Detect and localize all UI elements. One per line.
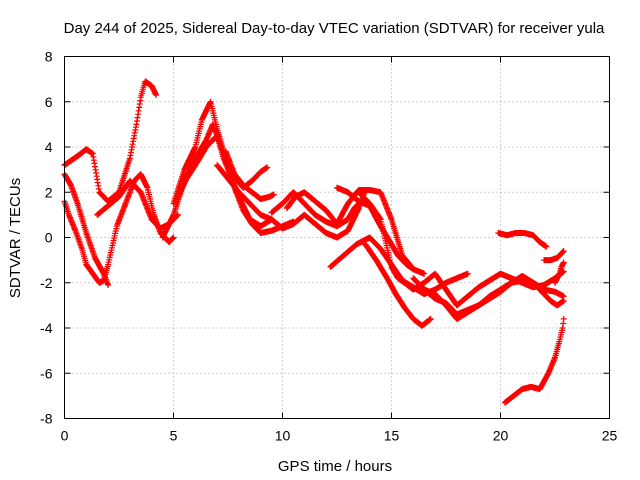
- y-tick-label: -4: [40, 320, 53, 336]
- series-track-20: [552, 259, 567, 286]
- plot-frame: [64, 56, 610, 419]
- chart-title: Day 244 of 2025, Sidereal Day-to-day VTE…: [64, 20, 605, 37]
- plus-markers: [552, 259, 567, 286]
- plus-markers: [421, 273, 567, 322]
- y-tick-label: 0: [45, 230, 53, 246]
- y-tick-label: 4: [45, 139, 53, 155]
- series-track-10: [268, 189, 364, 230]
- plus-markers: [268, 189, 364, 230]
- plus-markers: [61, 171, 112, 288]
- y-tick-label: -2: [40, 275, 53, 291]
- series-track-17: [421, 273, 567, 322]
- plus-markers: [174, 132, 297, 236]
- y-tick-label: 8: [45, 49, 53, 65]
- plus-markers: [222, 148, 277, 202]
- plus-markers: [501, 315, 567, 406]
- plus-markers: [541, 248, 567, 264]
- data-marks: [61, 78, 567, 406]
- x-tick-label: 15: [384, 428, 400, 444]
- y-tick-label: -8: [40, 411, 53, 427]
- plus-markers: [495, 230, 550, 250]
- y-axis-label: SDTVAR / TECUs: [7, 178, 24, 298]
- x-tick-label: 20: [493, 428, 509, 444]
- series-track-9: [222, 148, 277, 202]
- plus-markers: [214, 162, 275, 223]
- y-tick-label: 2: [45, 184, 53, 200]
- series-track-21: [501, 315, 567, 406]
- x-tick-label: 10: [275, 428, 291, 444]
- x-axis-label: GPS time / hours: [278, 458, 392, 475]
- series-track-8: [214, 162, 275, 223]
- plus-markers: [362, 241, 434, 329]
- x-tick-label: 5: [170, 428, 178, 444]
- y-tick-label: -6: [40, 365, 53, 381]
- series-track-18: [495, 230, 550, 250]
- series-track-3: [61, 171, 112, 288]
- series-track-19: [541, 248, 567, 264]
- x-tick-label: 25: [602, 428, 618, 444]
- axis-ticks: 0 5 10 15 20 25 -8 -6 -4 -2 0 2 4 6 8: [40, 49, 617, 444]
- series-track-7: [174, 132, 297, 236]
- y-tick-label: 6: [45, 94, 53, 110]
- series-track-15: [362, 241, 434, 329]
- x-tick-label: 0: [61, 428, 69, 444]
